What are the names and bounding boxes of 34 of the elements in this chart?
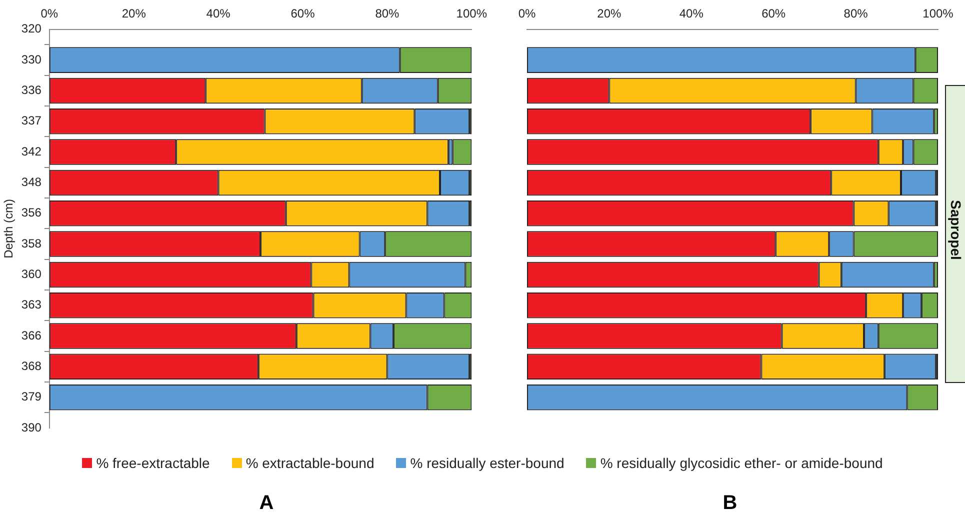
y-tick-label: 356 bbox=[21, 206, 42, 220]
x-tick-label: 100% bbox=[456, 6, 488, 21]
x-tick-label: 100% bbox=[922, 6, 954, 21]
y-tick-label: 390 bbox=[21, 420, 42, 434]
y-tick-label: 320 bbox=[21, 22, 42, 36]
x-tick-label: 80% bbox=[375, 6, 400, 21]
y-tick-label: 342 bbox=[21, 144, 42, 158]
y-tick-label: 360 bbox=[21, 267, 42, 282]
x-tick-label: 0% bbox=[40, 6, 58, 21]
legend-label: % extractable-bound bbox=[246, 455, 374, 471]
y-tick-label: 368 bbox=[21, 358, 42, 373]
y-tick-label: 337 bbox=[21, 114, 42, 128]
text: Sapropel bbox=[947, 200, 964, 260]
y-tick-label: 358 bbox=[21, 236, 42, 250]
legend-label: % free-extractable bbox=[96, 455, 210, 471]
legend-label: % residually glycosidic ether- or amide-bound bbox=[600, 455, 883, 471]
y-tick-label: 363 bbox=[21, 298, 42, 312]
x-tick-label: 0% bbox=[518, 6, 536, 21]
x-tick-label: 60% bbox=[762, 6, 786, 21]
x-tick-label: 20% bbox=[597, 6, 622, 21]
y-tick-label: 330 bbox=[21, 52, 42, 66]
x-tick-label: 60% bbox=[290, 6, 316, 21]
y-axis-title: Depth (cm) bbox=[2, 199, 16, 258]
x-tick-label: 80% bbox=[844, 6, 868, 21]
y-tick-label: 379 bbox=[21, 390, 42, 404]
x-tick-label: 40% bbox=[679, 6, 704, 21]
text: A bbox=[258, 492, 275, 515]
y-tick-label: 366 bbox=[21, 328, 42, 342]
y-tick-label: 336 bbox=[21, 83, 42, 98]
x-tick-label: 40% bbox=[206, 6, 231, 21]
text: B bbox=[722, 492, 738, 515]
x-tick-label: 20% bbox=[122, 6, 146, 21]
y-tick-label: 348 bbox=[21, 175, 42, 190]
legend-label: % residually ester-bound bbox=[410, 455, 564, 471]
